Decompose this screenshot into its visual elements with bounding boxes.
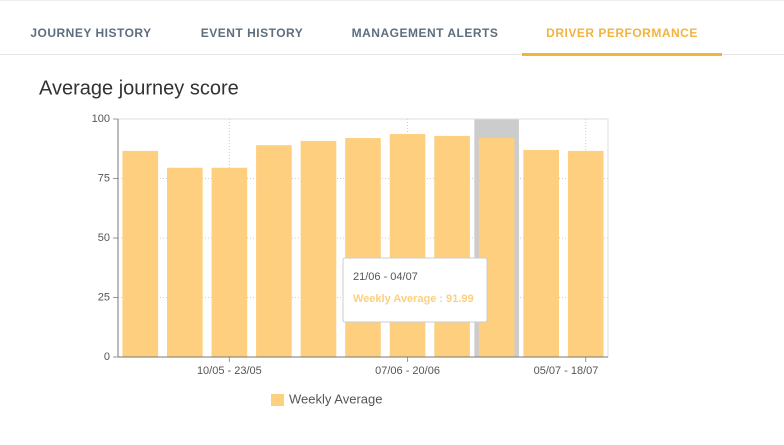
tab[interactable]: JOURNEY HISTORY — [30, 26, 152, 40]
tooltip-box — [342, 257, 488, 323]
y-tick-label: 0 — [104, 351, 110, 363]
bar — [167, 167, 203, 357]
bar — [300, 140, 337, 357]
bar — [122, 150, 159, 357]
x-tick-label: 05/07 - 18/07 — [534, 365, 599, 377]
legend-swatch — [271, 394, 284, 406]
tab[interactable]: MANAGEMENT ALERTS — [351, 26, 499, 40]
chart-title: Average journey score — [39, 77, 239, 99]
tooltip-label: Weekly Average : 91.99 — [353, 293, 474, 305]
y-tick-label: 75 — [98, 172, 110, 184]
bar — [389, 133, 426, 357]
bar — [434, 135, 470, 357]
tooltip-title: 21/06 - 04/07 — [353, 271, 418, 283]
bar — [523, 149, 559, 357]
y-tick-label: 50 — [98, 232, 110, 244]
bar — [256, 145, 292, 357]
bar — [567, 150, 604, 357]
tab[interactable]: DRIVER PERFORMANCE — [522, 1, 722, 56]
y-tick-label: 100 — [92, 113, 110, 125]
bar — [211, 167, 248, 357]
bar — [478, 138, 515, 357]
y-tick-label: 25 — [98, 291, 110, 303]
bar — [345, 138, 381, 357]
tab-bar: JOURNEY HISTORY EVENT HISTORY MANAGEMENT A… — [0, 0, 784, 56]
legend-label: Weekly Average — [289, 391, 382, 406]
x-tick-label: 10/05 - 23/05 — [197, 365, 262, 377]
x-tick-label: 07/06 - 20/06 — [375, 365, 440, 377]
tab[interactable]: EVENT HISTORY — [200, 26, 304, 40]
